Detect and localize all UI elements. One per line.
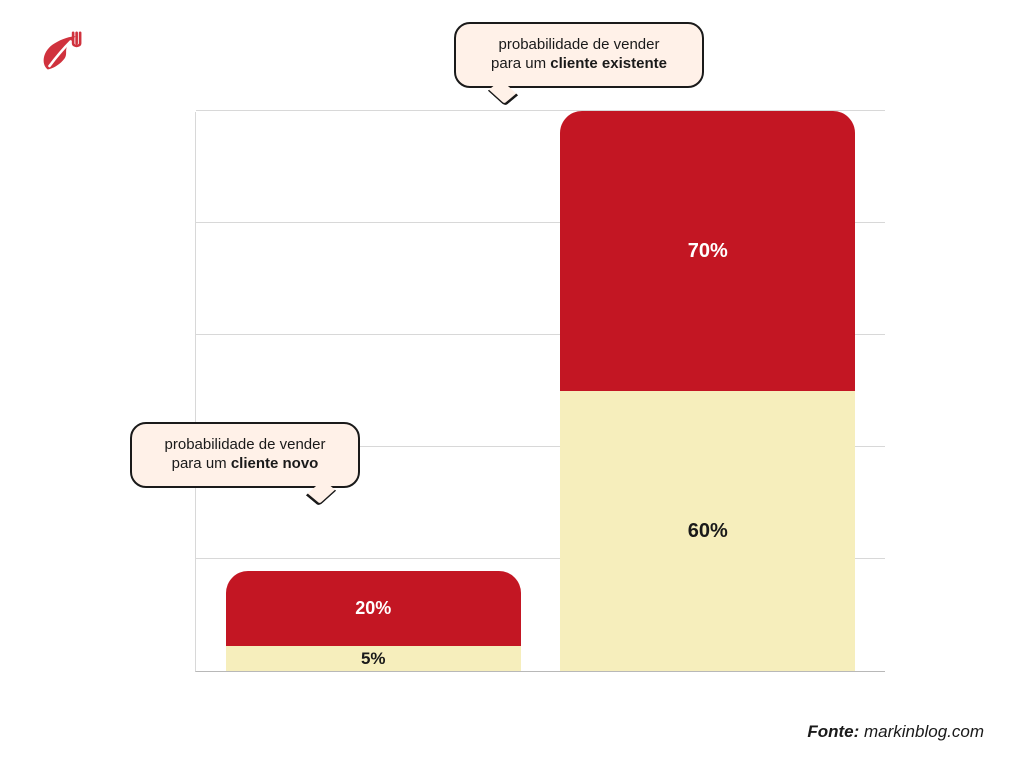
source-citation: Fonte: markinblog.com [807,722,984,742]
callout-new-line1: probabilidade de vender [150,436,340,455]
callout-new-line2-bold: cliente novo [231,455,319,472]
source-value: markinblog.com [864,722,984,741]
bar-existing-upper: 70% [560,111,855,391]
bar-new-lower: 5% [226,646,521,671]
bar-new-customer: 20% 5% [226,571,521,671]
callout-existing-customer: probabilidade de vender para um cliente … [454,22,704,88]
bar-existing-lower: 60% [560,391,855,671]
callout-existing-line2-bold: cliente existente [550,55,667,72]
bars-container: 20% 5% 70% 60% [196,112,885,671]
callout-existing-line2: para um cliente existente [474,55,684,74]
stacked-bar-chart: 20% 5% 70% 60% [195,112,885,672]
bar-new-upper-label: 20% [355,598,391,619]
bar-new-upper: 20% [226,571,521,646]
callout-new-customer: probabilidade de vender para um cliente … [130,422,360,488]
callout-new-line2: para um cliente novo [150,455,340,474]
bar-existing-customer: 70% 60% [560,111,855,671]
callout-existing-line2-prefix: para um [491,55,550,72]
brand-logo [32,24,88,80]
source-label: Fonte: [807,722,859,741]
bar-existing-upper-label: 70% [688,240,728,263]
callout-existing-line1: probabilidade de vender [474,36,684,55]
bar-existing-lower-label: 60% [688,520,728,543]
bar-new-lower-label: 5% [361,649,386,669]
callout-new-line2-prefix: para um [172,455,231,472]
callout-tail-icon [488,79,518,106]
